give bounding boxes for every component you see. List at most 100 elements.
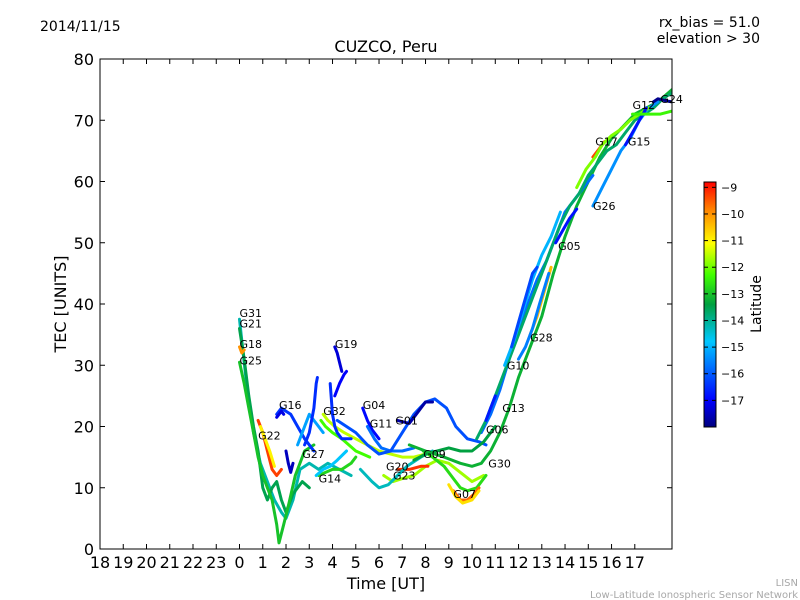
series-label: G27 (302, 448, 325, 461)
colorbar-tick-label: −14 (721, 314, 744, 327)
colorbar-tick-label: −9 (721, 181, 737, 194)
series-label: G21 (240, 318, 263, 331)
series-line (510, 265, 539, 349)
colorbar-tick-label: −13 (721, 288, 744, 301)
series-label: G28 (530, 332, 553, 345)
elevation-label: CUZCO, Peru (334, 37, 437, 56)
colorbar-tick-label: −15 (721, 341, 744, 354)
x-tick-label: 0 (234, 553, 244, 572)
y-tick-label: 70 (74, 111, 94, 130)
series-label: G10 (507, 359, 530, 372)
y-tick-label: 0 (84, 540, 94, 559)
series-label: G16 (279, 399, 302, 412)
x-tick-label: 7 (397, 553, 407, 572)
series-line (575, 106, 651, 190)
x-tick-label: 5 (351, 553, 361, 572)
colorbar-tick-label: −10 (721, 208, 744, 221)
footer-org-short: LISN (776, 578, 798, 589)
series-label: G09 (423, 448, 446, 461)
x-tick-label: 10 (462, 553, 482, 572)
x-tick-label: 18 (90, 553, 110, 572)
series-line (284, 449, 295, 474)
x-tick-label: 1 (258, 553, 268, 572)
series-label: G14 (319, 473, 342, 486)
colorbar-tick-label: −12 (721, 261, 744, 274)
x-tick-label: 19 (113, 553, 133, 572)
y-ticks: 0 10 20 30 40 50 60 70 80 (74, 50, 672, 559)
series-line (365, 425, 416, 453)
date-label: 2014/11/15 (40, 19, 121, 35)
series-line (303, 376, 319, 447)
series-line (238, 360, 316, 545)
series-label: G25 (240, 354, 263, 367)
x-tick-label: 6 (374, 553, 384, 572)
y-axis-label: TEC [UNITS] (51, 256, 70, 354)
colorbar (703, 181, 717, 428)
colorbar-label: Latitude (749, 275, 765, 333)
series-label: G20 (386, 460, 409, 473)
series-label: G31 (240, 307, 263, 320)
series-line (361, 406, 381, 441)
x-tick-label: 14 (555, 553, 575, 572)
series-line (651, 97, 672, 104)
x-tick-label: 8 (420, 553, 430, 572)
series-label: G05 (558, 240, 581, 253)
x-tick-label: 9 (444, 553, 454, 572)
series-label: G01 (395, 414, 418, 427)
series-line (319, 418, 372, 459)
y-tick-label: 30 (74, 356, 94, 375)
x-tick-label: 13 (532, 553, 552, 572)
colorbar-tick-label: −11 (721, 235, 744, 248)
footer-org-full: Low-Latitude Ionospheric Sensor Network (590, 590, 798, 600)
series-line (328, 382, 353, 441)
x-tick-label: 4 (327, 553, 337, 572)
series-label: G15 (628, 136, 651, 149)
series-line (631, 109, 672, 116)
series-line (479, 173, 595, 435)
x-tick-label: 3 (304, 553, 314, 572)
x-axis-label: Time [UT] (346, 574, 425, 593)
x-tick-label: 2 (281, 553, 291, 572)
x-tick-label: 15 (578, 553, 598, 572)
y-tick-label: 80 (74, 50, 94, 69)
series-label: G04 (363, 399, 386, 412)
series-line (396, 400, 434, 425)
x-tick-label: 11 (485, 553, 505, 572)
series-line (382, 458, 486, 484)
colorbar-ticks: −9 −10 −11 −12 −13 −14 −15 −16 −17 (704, 181, 744, 407)
series-label: G26 (593, 200, 616, 213)
x-tick-label: 22 (183, 553, 203, 572)
series-line (554, 207, 579, 245)
y-tick-label: 10 (74, 479, 94, 498)
series-line (317, 455, 358, 477)
series-label: G12 (632, 99, 655, 112)
elevation-filter-label: elevation > 30 (657, 31, 760, 47)
x-tick-label: 17 (625, 553, 645, 572)
series-line (314, 449, 348, 477)
series-line (447, 483, 481, 505)
x-tick-label: 12 (508, 553, 528, 572)
series-label: G30 (488, 457, 511, 470)
series-layer (238, 88, 672, 545)
series-line (275, 409, 286, 419)
colorbar-tick-label: −17 (721, 394, 744, 407)
series-label: G23 (393, 470, 416, 483)
series-line (517, 271, 551, 361)
rx-bias-label: rx_bias = 51.0 (659, 15, 760, 31)
colorbar-tick-label: −16 (721, 368, 744, 381)
series-line (412, 425, 497, 462)
x-ticks: 18 19 20 21 22 23 0 1 2 3 4 5 6 7 8 9 10 11 12 13 14 15 16 17 (90, 59, 645, 572)
series-label: G13 (502, 402, 525, 415)
series-label: G07 (453, 488, 476, 501)
series-line (258, 425, 276, 468)
series-label: G32 (323, 405, 346, 418)
series-line (335, 397, 488, 456)
series-line (484, 394, 497, 422)
series-label: G19 (335, 338, 358, 351)
y-tick-label: 60 (74, 173, 94, 192)
y-tick-label: 40 (74, 295, 94, 314)
series-line (421, 449, 488, 493)
series-label: G06 (486, 424, 509, 437)
x-tick-label: 20 (136, 553, 156, 572)
